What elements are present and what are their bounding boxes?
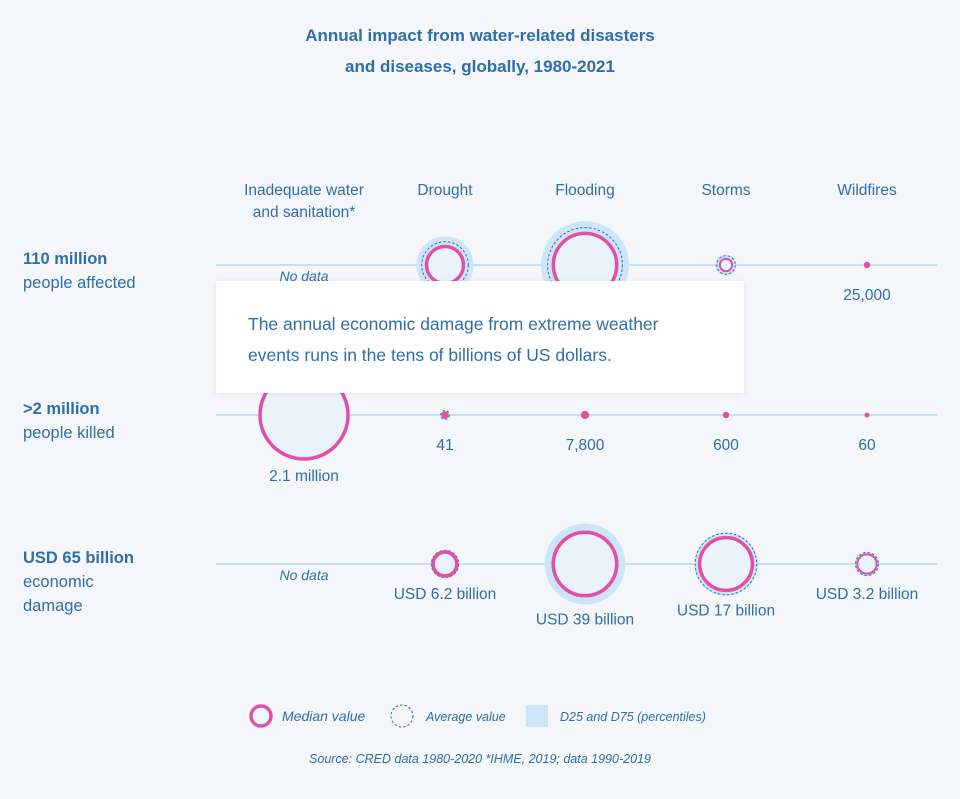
bubble-cell: No data — [279, 567, 328, 583]
column-label: Flooding — [555, 182, 614, 199]
source-text: Source: CRED data 1980-2020 *IHME, 2019;… — [309, 752, 651, 766]
bubble-cell: 41 — [436, 410, 454, 454]
column-label: Storms — [701, 182, 750, 199]
bubble-cell: USD 3.2 billion — [816, 551, 919, 603]
legend-label: D25 and D75 (percentiles) — [560, 710, 706, 724]
bubble-cell: USD 6.2 billion — [394, 549, 497, 603]
value-label: 600 — [713, 437, 739, 454]
median-ring — [697, 535, 755, 593]
tooltip-line: events runs in the tens of billions of U… — [248, 345, 612, 365]
row-headline: 110 million — [23, 250, 107, 268]
column-label: Wildfires — [837, 182, 897, 199]
average-ring — [716, 255, 736, 275]
row-subtitle: damage — [23, 597, 83, 615]
row-subtitle: people killed — [23, 424, 115, 442]
row-headline: >2 million — [23, 400, 100, 418]
median-ring — [856, 553, 878, 575]
source-note: Source: CRED data 1980-2020 *IHME, 2019;… — [309, 752, 651, 766]
bubble-cell: 7,800 — [566, 410, 605, 454]
legend-item: D25 and D75 (percentiles) — [526, 705, 706, 727]
chart-row: USD 65 billion economic damage No data USD 6… — [23, 523, 937, 628]
no-data-label: No data — [279, 567, 328, 583]
value-label: 25,000 — [843, 287, 891, 304]
bubble-cell: USD 17 billion — [677, 532, 775, 620]
median-ring — [864, 412, 870, 418]
legend-label: Average value — [425, 710, 506, 724]
median-ring — [863, 261, 871, 269]
median-ring — [441, 411, 449, 419]
column-label: Inadequate water — [244, 182, 364, 199]
legend-range-swatch — [526, 705, 548, 727]
value-label: 41 — [436, 437, 453, 454]
value-label: 2.1 million — [269, 468, 339, 485]
row-subtitle: economic — [23, 573, 94, 591]
median-ring — [722, 411, 730, 419]
average-ring — [694, 532, 758, 596]
average-ring — [430, 549, 460, 579]
legend-median-swatch — [249, 704, 273, 728]
legend-average-swatch — [390, 704, 414, 728]
value-label: 7,800 — [566, 437, 605, 454]
no-data-label: No data — [279, 268, 328, 284]
chart-title-line: Annual impact from water-related disaste… — [305, 26, 655, 45]
median-ring — [580, 410, 590, 420]
median-ring — [718, 257, 734, 273]
median-ring — [551, 530, 619, 598]
bubble-cell: 60 — [858, 412, 876, 454]
value-label: USD 6.2 billion — [394, 586, 497, 603]
column-labels: Inadequate water and sanitation* Drought Fl… — [244, 182, 897, 221]
legend-item: Median value — [249, 704, 365, 728]
bubble-cell: 600 — [713, 411, 739, 454]
value-label: USD 39 billion — [536, 611, 634, 628]
median-ring — [424, 244, 466, 286]
column-label: Drought — [417, 182, 473, 199]
bubble-cell: No data — [279, 268, 328, 284]
bubble-cell: 25,000 — [843, 261, 891, 304]
column-label: and sanitation* — [253, 204, 356, 221]
bubble-cell — [416, 236, 474, 294]
average-ring — [855, 552, 879, 576]
chart-title: Annual impact from water-related disaste… — [305, 26, 655, 76]
chart-title-line: and diseases, globally, 1980-2021 — [345, 57, 615, 76]
legend-item: Average value — [390, 704, 506, 728]
legend-label: Median value — [282, 708, 365, 724]
tooltip-line: The annual economic damage from extreme … — [248, 314, 659, 334]
bubble-cell: USD 39 billion — [536, 523, 634, 628]
row-subtitle: people affected — [23, 274, 136, 292]
legend: Median value Average value D25 and D75 (pe… — [249, 704, 706, 728]
value-label: 60 — [858, 437, 876, 454]
value-label: USD 17 billion — [677, 603, 775, 620]
value-label: USD 3.2 billion — [816, 586, 919, 603]
row-headline: USD 65 billion — [23, 549, 134, 567]
average-ring — [440, 410, 450, 420]
tooltip-card: The annual economic damage from extreme … — [216, 281, 744, 393]
median-ring — [431, 550, 459, 578]
